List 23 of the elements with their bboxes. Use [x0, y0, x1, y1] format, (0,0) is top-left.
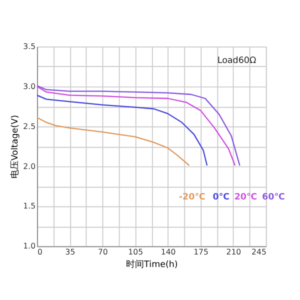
- text: 20℃: [234, 192, 258, 202]
- x-tick-label: 35: [65, 247, 76, 256]
- y-tick-label: 3.0: [23, 82, 36, 91]
- x-tick-label: 105: [128, 247, 144, 256]
- text: 60℃: [262, 192, 286, 202]
- y-tick-label: 2.0: [23, 162, 36, 171]
- x-tick-label: 70: [98, 247, 108, 256]
- x-axis-title: 时间Time(h): [126, 259, 178, 270]
- annotation: Load60Ω: [217, 56, 256, 66]
- y-tick-label: 3.5: [23, 42, 36, 51]
- y-tick-label: 1.0: [23, 242, 36, 251]
- line-series: [36, 116, 190, 166]
- y-tick-label: 2.5: [23, 122, 36, 131]
- text: 0℃: [212, 192, 230, 202]
- x-tick-label: 140: [160, 247, 176, 256]
- line-series: [36, 94, 208, 166]
- text: -20℃: [178, 192, 206, 202]
- x-tick-label: 245: [252, 247, 266, 256]
- y-axis-title: 电压Voltage(V): [9, 115, 20, 179]
- x-tick-label: 0: [38, 247, 42, 256]
- x-tick-label: 175: [194, 247, 208, 256]
- x-tick-label: 210: [226, 247, 242, 256]
- y-tick-label: 1.5: [23, 202, 36, 211]
